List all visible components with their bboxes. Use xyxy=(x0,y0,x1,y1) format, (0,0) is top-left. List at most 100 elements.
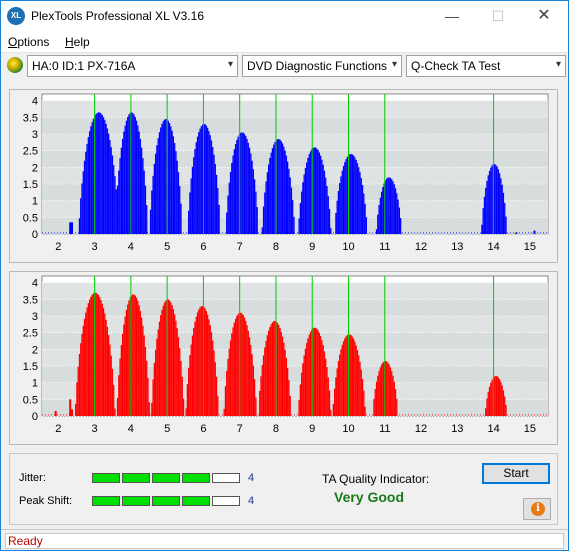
data-bar xyxy=(339,354,341,416)
y-tick-label: 3.5 xyxy=(23,112,38,124)
y-tick-label: 0 xyxy=(32,229,38,241)
data-bar xyxy=(190,344,192,416)
data-bar xyxy=(361,378,364,416)
data-bar xyxy=(336,368,338,416)
data-bar xyxy=(496,376,498,416)
data-bar xyxy=(337,360,340,416)
data-bar xyxy=(330,409,332,416)
data-bar xyxy=(108,133,110,234)
data-bar xyxy=(486,180,488,234)
data-bar xyxy=(380,364,383,416)
x-tick-label: 7 xyxy=(237,241,243,253)
data-bar xyxy=(302,363,304,416)
data-bar xyxy=(165,119,167,234)
minimize-button[interactable]: — xyxy=(445,8,459,24)
menu-help[interactable]: Help xyxy=(65,35,90,49)
data-bar xyxy=(152,379,154,416)
data-bar xyxy=(85,151,87,234)
data-bar xyxy=(78,218,81,234)
data-bar xyxy=(151,190,153,234)
data-bar xyxy=(78,353,81,416)
data-bar xyxy=(82,171,84,234)
data-bar xyxy=(127,304,129,416)
data-bar xyxy=(189,192,191,234)
x-tick-label: 4 xyxy=(128,423,134,435)
data-bar xyxy=(175,320,177,416)
data-bar xyxy=(504,202,506,234)
data-bar xyxy=(245,135,247,234)
data-bar xyxy=(393,381,395,416)
quality-indicator-value: Very Good xyxy=(334,489,405,505)
x-tick-label: 3 xyxy=(92,423,98,435)
start-button[interactable]: Start xyxy=(482,463,550,484)
jitter-value: 4 xyxy=(248,472,255,484)
function-select[interactable]: DVD Diagnostic Functions ▾ xyxy=(242,55,402,77)
data-bar xyxy=(218,204,220,234)
maximize-button[interactable]: ☐ xyxy=(491,8,505,24)
data-bar xyxy=(118,170,120,234)
data-bar xyxy=(264,347,266,416)
data-bar xyxy=(273,321,275,416)
info-button[interactable]: i xyxy=(523,498,551,520)
data-bar xyxy=(125,120,128,234)
data-bar xyxy=(361,185,364,234)
data-bar xyxy=(176,160,178,234)
data-bar xyxy=(124,125,126,234)
data-bar xyxy=(102,117,105,234)
data-bar xyxy=(280,141,282,234)
data-bar xyxy=(346,335,348,416)
data-bar xyxy=(501,385,503,416)
data-bar xyxy=(209,325,211,416)
data-bar xyxy=(380,191,383,234)
drive-select[interactable]: HA:0 ID:1 PX-716A ▾ xyxy=(27,55,238,77)
data-bar xyxy=(353,155,355,234)
data-bar xyxy=(261,227,263,234)
data-bar xyxy=(505,216,507,234)
data-bar xyxy=(289,395,291,416)
data-bar xyxy=(146,360,148,416)
meter-segment xyxy=(122,473,150,483)
x-tick-label: 11 xyxy=(379,241,390,253)
data-bar xyxy=(198,309,200,416)
data-bar xyxy=(92,118,95,234)
test-select[interactable]: Q-Check TA Test ▾ xyxy=(406,55,566,77)
data-bar xyxy=(71,222,74,234)
data-bar xyxy=(273,144,275,234)
data-bar xyxy=(267,164,270,234)
data-bar xyxy=(137,125,139,234)
y-tick-label: 0.5 xyxy=(23,212,38,224)
data-bar xyxy=(308,334,310,416)
plot-band xyxy=(42,100,548,118)
close-button[interactable]: ✕ xyxy=(537,7,551,24)
data-bar xyxy=(134,117,136,234)
meter-segment xyxy=(152,496,180,506)
data-bar xyxy=(233,149,235,234)
data-bar xyxy=(87,303,89,416)
data-bar xyxy=(247,142,249,234)
data-bar xyxy=(147,377,149,416)
data-bar xyxy=(193,327,195,416)
x-tick-label: 8 xyxy=(273,241,279,253)
data-bar xyxy=(232,155,234,234)
data-bar xyxy=(300,372,303,416)
data-bar xyxy=(307,338,309,416)
data-bar xyxy=(379,197,381,234)
data-bar xyxy=(327,377,329,416)
plot-band xyxy=(42,366,548,383)
title-bar[interactable]: XL PlexTools Professional XL V3.16 — ☐ ✕ xyxy=(1,1,568,31)
data-bar xyxy=(335,212,337,234)
menu-options[interactable]: Options xyxy=(8,35,49,49)
data-bar xyxy=(393,184,395,234)
data-bar xyxy=(318,152,321,234)
data-bar xyxy=(170,126,172,234)
data-bar xyxy=(493,376,496,416)
function-select-value: DVD Diagnostic Functions xyxy=(247,59,388,73)
data-bar xyxy=(135,120,138,234)
data-bar xyxy=(322,164,324,234)
data-bar xyxy=(269,157,271,234)
data-bar xyxy=(267,330,270,416)
y-tick-label: 3.5 xyxy=(23,294,38,306)
data-bar xyxy=(383,183,385,234)
data-bar xyxy=(363,390,365,416)
data-bar xyxy=(288,168,290,234)
